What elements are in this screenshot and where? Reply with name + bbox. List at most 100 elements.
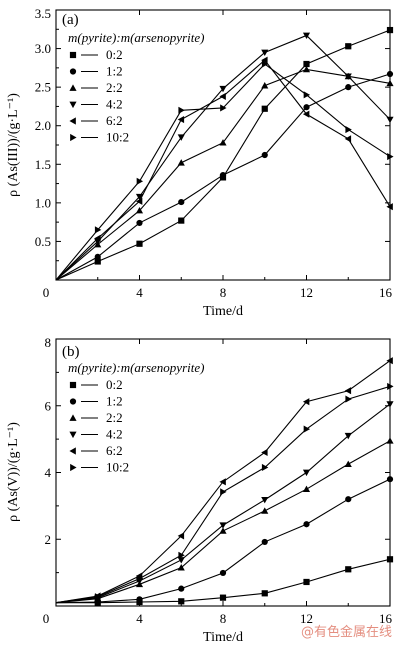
data-point	[135, 197, 143, 205]
legend-label: 10:2	[106, 460, 129, 475]
x-axis-title: Time/d	[203, 304, 243, 319]
data-point	[136, 575, 144, 583]
data-point	[303, 60, 310, 68]
data-point	[302, 110, 310, 118]
data-point	[303, 104, 310, 111]
data-point	[386, 357, 393, 365]
legend-marker	[70, 463, 77, 472]
data-point	[386, 476, 394, 483]
data-point	[344, 432, 352, 440]
data-point	[261, 590, 268, 597]
data-point	[302, 32, 311, 40]
data-point	[386, 116, 394, 124]
legend-marker	[70, 133, 77, 142]
legend-marker	[69, 447, 76, 455]
data-point	[220, 104, 227, 112]
data-point	[219, 85, 227, 93]
y-tick-label: 3.5	[35, 6, 51, 21]
legend-marker	[69, 101, 77, 109]
data-point	[261, 507, 269, 514]
data-point	[303, 521, 310, 528]
legend-item: 1:2	[69, 394, 123, 409]
x-tick-label: 12	[300, 285, 313, 300]
data-point	[345, 566, 352, 573]
data-point	[261, 497, 269, 504]
y-tick-label: 6	[45, 398, 52, 413]
y-tick-label: 2	[45, 532, 52, 547]
origin-label: 0	[43, 611, 50, 626]
data-point	[178, 585, 185, 592]
legend-item: 6:2	[69, 443, 123, 458]
data-point	[178, 217, 185, 224]
y-tick-label: 1.5	[35, 157, 51, 172]
data-point	[261, 448, 268, 457]
data-point	[345, 395, 352, 403]
x-tick-label: 8	[220, 285, 227, 300]
data-point	[177, 564, 185, 571]
legend-item: 0:2	[69, 377, 123, 392]
legend-label: 1:2	[106, 394, 123, 409]
data-point	[219, 569, 227, 577]
data-point	[135, 193, 144, 201]
data-point	[136, 596, 143, 603]
data-point	[261, 151, 268, 159]
data-point	[178, 598, 185, 605]
data-point	[302, 398, 310, 406]
data-point	[94, 258, 101, 265]
data-point	[136, 177, 144, 185]
legend-label: 4:2	[106, 97, 123, 112]
legend-item: 0:2	[69, 47, 123, 62]
data-point	[219, 522, 227, 529]
x-axis-title: Time/d	[203, 630, 243, 645]
data-point	[219, 527, 227, 534]
legend-marker	[69, 68, 77, 75]
data-point	[302, 65, 311, 73]
legend-label: 2:2	[106, 80, 123, 95]
data-point	[177, 532, 185, 540]
data-point	[345, 496, 352, 503]
data-point	[386, 26, 394, 34]
series-6-2	[55, 56, 393, 281]
origin-label: 0	[43, 285, 50, 300]
panel-label: (a)	[62, 12, 79, 28]
data-point	[177, 115, 185, 124]
panel-label: (b)	[62, 344, 80, 360]
y-tick-label: 8	[45, 335, 52, 350]
data-point	[386, 556, 394, 563]
data-point	[178, 551, 185, 559]
data-point	[220, 488, 227, 496]
legend-label: 4:2	[106, 427, 123, 442]
legend-item: 2:2	[69, 80, 123, 95]
y-tick-label: 4	[45, 465, 52, 480]
data-point	[261, 82, 269, 89]
data-point	[261, 463, 269, 472]
legend-label: 1:2	[106, 64, 123, 79]
data-point	[178, 198, 185, 206]
y-tick-label: 2.0	[35, 118, 51, 133]
legend-title: m(pyrite):m(arsenopyrite)	[68, 360, 204, 375]
data-point	[219, 594, 227, 601]
data-point	[344, 460, 352, 468]
series-line	[55, 478, 391, 604]
legend-label: 10:2	[106, 130, 129, 145]
data-point	[261, 105, 268, 112]
legend-label: 2:2	[106, 410, 123, 425]
data-point	[219, 171, 227, 179]
data-point	[386, 401, 394, 408]
legend-item: 1:2	[69, 64, 123, 79]
data-point	[386, 203, 393, 211]
legend-label: 0:2	[106, 47, 123, 62]
legend-item: 10:2	[70, 460, 129, 475]
series-10-2	[55, 60, 394, 281]
data-point	[386, 70, 394, 78]
x-tick-label: 12	[300, 611, 313, 626]
legend-title: m(pyrite):m(arsenopyrite)	[68, 30, 204, 45]
legend-marker	[69, 414, 77, 421]
data-point	[178, 106, 185, 114]
y-tick-label: 1.0	[35, 195, 51, 210]
legend-item: 2:2	[69, 410, 123, 425]
data-point	[177, 134, 185, 141]
legend-label: 6:2	[106, 443, 123, 458]
data-point	[136, 219, 143, 227]
